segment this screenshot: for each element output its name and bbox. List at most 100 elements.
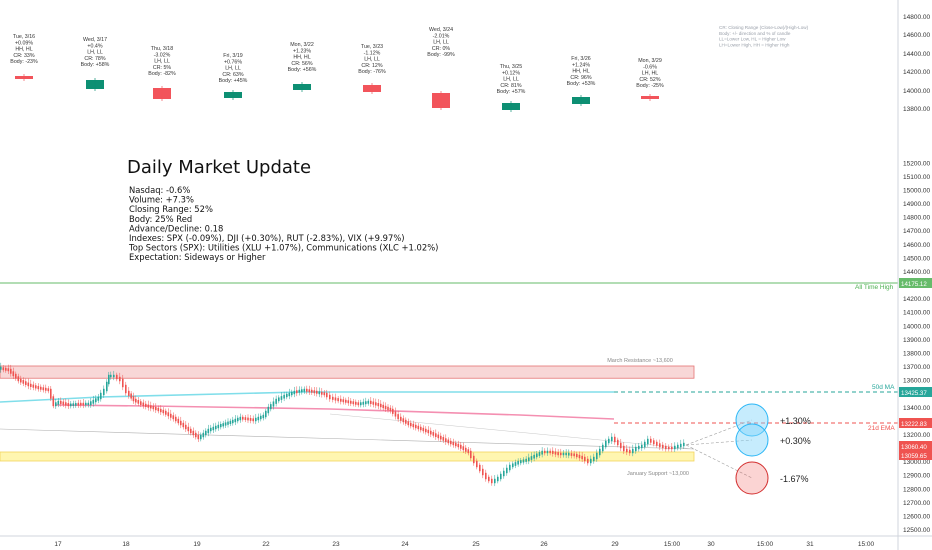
daily-summary-line: LH, LL — [87, 50, 103, 56]
candle-body — [552, 450, 554, 454]
time-tick-label: 25 — [472, 541, 480, 548]
candle-body — [447, 439, 450, 444]
candle-body — [30, 383, 32, 387]
candle-body — [147, 404, 150, 408]
candle-body — [318, 391, 321, 395]
candle-body — [497, 476, 499, 482]
time-tick-label: 26 — [540, 541, 548, 548]
candle-body — [430, 430, 432, 435]
daily-summary-line: Tue, 3/23 — [361, 44, 383, 50]
daily-summary-line: Wed, 3/17 — [83, 37, 107, 43]
price-tag-label: 13059.65 — [901, 453, 927, 460]
candle-body — [644, 441, 646, 448]
candle-body — [272, 401, 275, 407]
projection-line — [685, 439, 753, 446]
candle-body — [85, 402, 87, 406]
price-tick-label: 13700.00 — [903, 364, 930, 371]
candle-body — [50, 388, 52, 399]
price-tag — [899, 441, 932, 451]
daily-summary-line: CR: 96% — [570, 75, 591, 81]
candle-body — [538, 452, 541, 456]
candle-body — [445, 438, 447, 442]
candle-body — [192, 430, 195, 436]
candle-body — [362, 401, 365, 405]
price-tag-label: 14175.12 — [901, 281, 927, 288]
candle-body — [482, 468, 484, 476]
candle-body — [257, 416, 260, 421]
candle-body — [155, 406, 157, 411]
candle-body — [177, 418, 180, 424]
candle-body — [329, 394, 331, 400]
daily-summary-line: CR: 56% — [291, 61, 312, 67]
candle-body — [525, 458, 527, 462]
daily-summary-line: -1.12% — [364, 50, 381, 56]
candle-body — [122, 378, 124, 388]
candle-body — [108, 374, 110, 385]
price-tick-label: 15200.00 — [903, 160, 930, 167]
candle-body — [234, 418, 237, 423]
candle-body — [316, 390, 318, 394]
candle-body — [222, 423, 224, 427]
daily-summary-line: Body: -25% — [636, 83, 664, 89]
price-tick-label: 12600.00 — [903, 513, 930, 520]
candle-body — [77, 402, 80, 406]
candle-body — [677, 444, 679, 449]
candle-body — [432, 432, 435, 436]
candle-body — [185, 424, 187, 430]
market-stat-line: Expectation: Sideways or Higher — [129, 252, 266, 262]
daily-summary-line: Mon, 3/29 — [638, 58, 662, 64]
candle-body — [581, 455, 583, 460]
candle-body — [620, 442, 622, 449]
daily-summary-line: Body: +58% — [81, 62, 110, 68]
candle-body — [296, 390, 298, 394]
candle-body — [262, 414, 265, 419]
candle-body — [392, 408, 394, 414]
candle-body — [197, 434, 200, 440]
candle-body — [180, 420, 182, 426]
candle-body — [145, 403, 147, 407]
daily-summary-line: LH, LL — [433, 40, 449, 46]
candle-body — [224, 422, 227, 426]
candle-body — [0, 366, 2, 370]
candle-body — [435, 433, 437, 437]
january-support-zone — [0, 451, 695, 462]
candle-body — [452, 441, 455, 446]
candle-body — [668, 446, 670, 450]
daily-summary-line: CR: 63% — [222, 72, 243, 78]
daily-summary-line: CR: 78% — [84, 56, 105, 62]
candle-body — [125, 384, 127, 394]
daily-summary-line: HH, HL — [15, 47, 32, 53]
candle-body — [152, 406, 155, 410]
candle-body — [614, 436, 616, 443]
candle-body — [470, 450, 472, 459]
daily-summary-line: Body: -82% — [148, 71, 176, 77]
candle-body — [306, 388, 308, 392]
daily-summary-line: +0.09% — [15, 40, 33, 46]
candle-body — [95, 398, 97, 403]
candle-body — [280, 396, 283, 400]
candle-body — [130, 393, 132, 399]
candle-body — [255, 417, 257, 422]
candle-body — [632, 448, 634, 454]
candle-body — [541, 450, 543, 455]
candle-body — [195, 432, 197, 438]
candle-body — [437, 434, 440, 439]
candle-body — [384, 405, 387, 410]
price-tag — [899, 278, 932, 288]
candle-body — [590, 458, 592, 464]
price-tick-label: 14000.00 — [903, 323, 930, 330]
candle-body — [641, 444, 643, 449]
candle-body — [578, 454, 581, 459]
candle-body — [326, 392, 328, 398]
candle-body — [12, 371, 15, 377]
candle-body — [210, 427, 212, 432]
candle-body — [187, 426, 190, 432]
price-tick-label: 13600.00 — [903, 378, 930, 385]
candle-body — [162, 409, 165, 414]
candle-body — [626, 448, 628, 453]
candle-body — [45, 387, 47, 391]
price-tick-label: 12500.00 — [903, 527, 930, 534]
candle-body — [87, 402, 90, 406]
candle-body — [75, 403, 77, 406]
candle-body — [265, 410, 267, 418]
